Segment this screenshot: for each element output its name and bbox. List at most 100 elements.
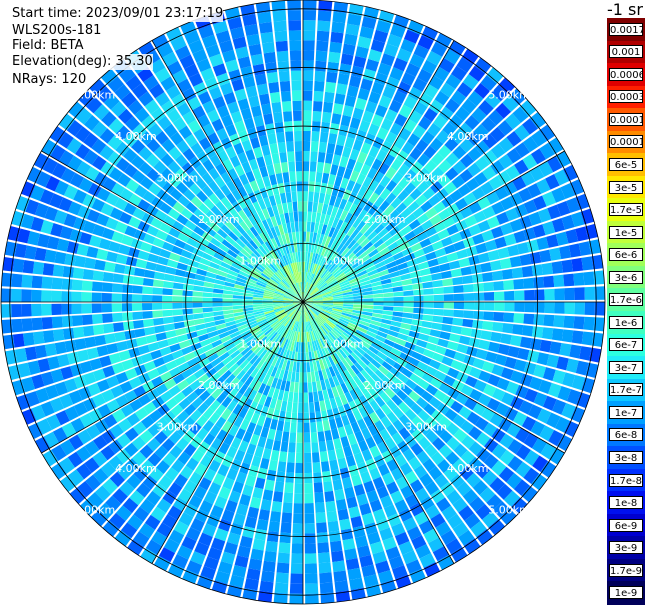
colorbar-tick-label: 0.001	[609, 45, 643, 59]
range-gate-cell	[284, 482, 294, 494]
range-gate-cell	[255, 284, 266, 290]
range-gate-cell	[384, 108, 398, 122]
range-gate-cell	[377, 212, 388, 224]
range-gate-cell	[223, 285, 234, 291]
range-gate-cell	[237, 395, 248, 407]
range-gate-cell	[253, 345, 263, 355]
range-gate-cell	[364, 366, 375, 377]
range-gate-cell	[398, 427, 411, 440]
range-gate-cell	[268, 280, 278, 287]
range-gate-cell	[246, 568, 261, 581]
range-gate-cell	[340, 114, 352, 127]
range-gate-cell	[279, 268, 287, 278]
range-gate-cell	[248, 215, 258, 227]
range-gate-cell	[272, 304, 284, 307]
range-gate-cell	[272, 409, 280, 421]
range-gate-cell	[489, 477, 505, 493]
range-gate-cell	[106, 375, 120, 388]
range-gate-cell	[271, 153, 280, 165]
range-gate-cell	[155, 263, 167, 273]
range-gate-cell	[440, 481, 456, 497]
range-gate-cell	[329, 195, 337, 207]
range-gate-cell	[295, 311, 300, 322]
range-gate-cell	[152, 295, 163, 302]
range-gate-cell	[506, 422, 521, 438]
range-gate-cell	[262, 41, 275, 54]
range-gate-cell	[358, 120, 371, 133]
range-gate-cell	[143, 75, 159, 91]
range-gate-cell	[140, 352, 153, 364]
range-gate-cell	[222, 208, 233, 220]
range-gate-cell	[218, 331, 230, 339]
range-gate-cell	[258, 245, 268, 256]
range-gate-cell	[254, 312, 265, 318]
range-gate-cell	[322, 294, 333, 298]
range-gate-cell	[293, 298, 303, 302]
range-gate-cell	[174, 238, 186, 249]
range-gate-cell	[292, 331, 297, 342]
range-gate-cell	[405, 62, 421, 77]
range-gate-cell	[279, 80, 291, 92]
range-gate-cell	[295, 161, 303, 172]
range-gate-cell	[306, 221, 311, 232]
range-gate-cell	[91, 314, 103, 325]
range-gate-cell	[215, 274, 227, 282]
range-gate-cell	[443, 466, 458, 481]
range-gate-cell	[542, 221, 556, 236]
range-gate-cell	[277, 284, 287, 292]
range-gate-cell	[334, 580, 349, 593]
range-gate-cell	[439, 331, 451, 341]
range-gate-cell	[267, 282, 277, 289]
range-gate-cell	[387, 265, 399, 274]
range-gate-cell	[441, 505, 457, 521]
range-gate-cell	[388, 99, 403, 113]
range-gate-cell	[360, 254, 371, 264]
range-gate-cell	[379, 347, 391, 357]
range-gate-cell	[34, 247, 47, 262]
range-gate-cell	[288, 20, 302, 31]
range-gate-cell	[320, 286, 330, 293]
range-gate-cell	[278, 451, 288, 463]
range-gate-cell	[197, 220, 209, 231]
range-gate-cell	[91, 281, 103, 292]
range-gate-cell	[438, 382, 452, 395]
range-gate-cell	[245, 170, 256, 183]
range-gate-cell	[390, 24, 406, 39]
range-gate-cell	[484, 239, 498, 252]
range-gate-cell	[533, 276, 545, 289]
range-gate-cell	[307, 310, 313, 321]
range-gate-cell	[119, 67, 136, 83]
range-gate-cell	[76, 446, 92, 462]
range-gate-cell	[443, 244, 456, 255]
range-gate-cell	[237, 197, 247, 210]
range-gate-cell	[495, 102, 512, 119]
range-gate-cell	[319, 359, 325, 370]
range-gate-cell	[419, 473, 434, 487]
range-gate-cell	[565, 229, 579, 244]
range-gate-cell	[162, 288, 173, 296]
range-gate-cell	[327, 237, 335, 248]
range-gate-cell	[341, 234, 350, 245]
range-gate-cell	[313, 391, 319, 403]
range-gate-cell	[69, 487, 87, 505]
range-gate-cell	[238, 407, 249, 419]
range-gate-cell	[331, 228, 340, 239]
range-gate-cell	[353, 349, 363, 359]
range-gate-cell	[227, 269, 239, 277]
range-gate-cell	[315, 278, 324, 287]
range-gate-cell	[162, 490, 177, 505]
range-gate-cell	[83, 114, 100, 131]
range-gate-cell	[285, 276, 292, 286]
range-gate-cell	[193, 279, 205, 287]
range-gate-cell	[319, 400, 327, 412]
range-gate-cell	[194, 509, 209, 523]
range-gate-cell	[245, 258, 256, 267]
range-gate-cell	[91, 138, 107, 155]
range-gate-cell	[398, 104, 413, 119]
range-gate-cell	[152, 317, 164, 326]
range-gate-cell	[202, 420, 215, 433]
range-gate-cell	[155, 383, 168, 396]
colorbar-tick-label: 6e-8	[609, 428, 643, 442]
range-gate-cell	[282, 338, 289, 349]
range-gate-cell	[401, 141, 415, 155]
